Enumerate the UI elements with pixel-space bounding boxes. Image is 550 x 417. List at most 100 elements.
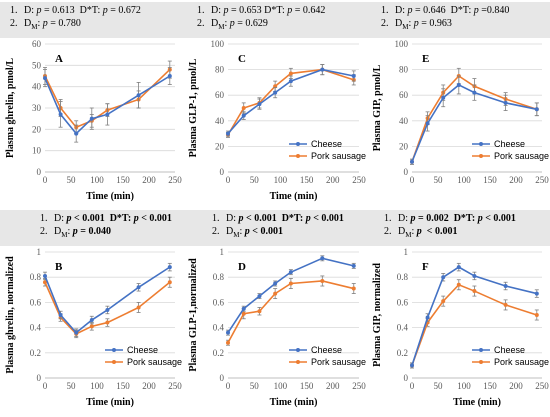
data-point-pork-sausage	[257, 309, 262, 314]
legend-label: Cheese	[311, 139, 342, 149]
x-tick-label: 100	[274, 381, 288, 391]
x-tick-label: 200	[509, 381, 523, 391]
y-tick-label: 80	[399, 65, 409, 75]
stat-line-number: 2.	[10, 18, 18, 29]
stat-p-symbol: p	[410, 213, 416, 224]
legend-marker	[112, 348, 116, 352]
y-tick-label: 100	[211, 39, 225, 49]
legend-label: Pork sausage	[494, 151, 549, 161]
stat-line-number: 2.	[40, 226, 48, 237]
data-point-cheese	[425, 315, 430, 320]
stat-p-symbol: p	[36, 5, 42, 16]
stat-colon: :	[408, 18, 414, 29]
data-point-pork-sausage	[351, 286, 356, 291]
x-tick-label: 100	[457, 381, 471, 391]
y-axis-label: Plasma GIP, normalized	[372, 263, 383, 367]
data-point-cheese	[472, 273, 477, 278]
stat-dm-value: = 0.629	[234, 18, 268, 29]
stat-p-symbol: p	[413, 18, 419, 29]
stat-dm-value: = 0.963	[418, 18, 452, 29]
stat-p-symbol: p	[102, 5, 108, 16]
y-axis-label: Plasma GLP-1, pmol/L	[188, 58, 199, 157]
stat-p-symbol: p	[223, 5, 229, 16]
legend-label: Cheese	[494, 345, 525, 355]
data-point-cheese	[351, 263, 356, 268]
data-point-cheese	[534, 291, 539, 296]
stat-p-symbol: p	[238, 213, 244, 224]
stat-dm-subscript: M	[405, 231, 412, 239]
stat-dm-label: D	[211, 18, 219, 29]
panel-label: E	[422, 53, 429, 65]
y-tick-label: 0.4	[397, 323, 409, 333]
stat-colon: :	[239, 226, 245, 237]
stat-dm-subscript: M	[31, 23, 38, 31]
stats-block-f: 1. D: p = 0.002 D*T: p < 0.001 2. DM: p < 0…	[384, 212, 516, 242]
chart-ghrelin-pmol: 0 10 20 30 40 50 60 0 50 100 150 200 250 Time (min) Pl…	[5, 39, 182, 202]
y-tick-label: 20	[399, 141, 409, 151]
chart-ghrelin-normalized: 0 0.2 0.4 0.6 0.8 1 0 50 100 150 200 250 Time (min) P…	[5, 247, 182, 408]
x-tick-label: 250	[535, 175, 549, 185]
stat-dm-subscript: M	[61, 231, 68, 239]
data-point-pork-sausage	[167, 280, 172, 285]
x-tick-label: 250	[168, 381, 182, 391]
stat-p-symbol: p	[244, 226, 250, 237]
x-tick-label: 150	[483, 175, 497, 185]
stat-colon: :	[67, 226, 73, 237]
data-point-pork-sausage	[534, 313, 539, 317]
stat-dm-subscript: M	[218, 23, 225, 31]
stat-dm-value: < 0.001	[421, 226, 458, 237]
stat-line-number: 1.	[40, 213, 48, 224]
data-point-cheese	[320, 67, 325, 72]
stat-d-value: = 0.646 D*T:	[412, 5, 474, 16]
y-tick-label: 0.8	[213, 272, 225, 282]
stat-dm-label: D	[24, 18, 32, 29]
chart-glp1-normalized: 0 0.2 0.4 0.6 0.8 1 0 50 100 150 200 250 Time (min) P…	[188, 247, 366, 408]
stat-d-label: D:	[211, 5, 224, 16]
panel-label: C	[238, 53, 246, 65]
data-point-cheese	[241, 306, 246, 311]
series-line-pork-sausage	[227, 280, 354, 344]
legend-label: Pork sausage	[311, 357, 366, 367]
series-cheese	[43, 262, 172, 337]
chart-gip-normalized: 0 0.2 0.4 0.6 0.8 1 0 50 100 150 200 250 Time (min) P…	[372, 247, 549, 408]
data-point-cheese	[136, 285, 141, 290]
chart-glp1-pmol: 0 20 40 60 80 100 0 50 100 150 200 250 Time (min) Pla…	[188, 39, 366, 202]
legend: Cheese Pork sausage	[289, 345, 366, 367]
x-tick-label: 0	[410, 175, 415, 185]
stat-line-number: 1.	[10, 5, 18, 16]
data-point-cheese	[351, 74, 356, 78]
data-point-pork-sausage	[43, 280, 47, 285]
data-point-cheese	[58, 112, 63, 117]
x-tick-label: 150	[300, 175, 314, 185]
stat-d-label: D:	[226, 213, 239, 224]
stat-d-value: = 0.653 D*T:	[228, 5, 288, 16]
stats-block-a: 1. D: p = 0.613 D*T: p = 0.672 2. DM: p = 0…	[10, 4, 141, 34]
x-tick-label: 250	[535, 381, 549, 391]
y-axis-label: Plasma ghrelin, pmol/L	[5, 58, 16, 158]
y-tick-label: 1	[37, 247, 42, 257]
x-axis-label: Time (min)	[453, 397, 501, 408]
y-tick-label: 20	[215, 141, 225, 151]
stat-d-label: D:	[395, 5, 408, 16]
y-tick-label: 0.2	[30, 348, 41, 358]
data-point-pork-sausage	[503, 302, 508, 307]
series-cheese	[410, 262, 539, 369]
y-axis-label: Plasma GIP, pmol/L	[372, 64, 383, 151]
stat-d-value: = 0.002 D*T:	[415, 213, 478, 224]
y-tick-label: 100	[395, 39, 409, 49]
stats-block-b: 1. D: p < 0.001 D*T: p < 0.001 2. DM: p = 0…	[40, 212, 172, 242]
x-tick-label: 200	[509, 175, 523, 185]
data-point-cheese	[105, 307, 110, 312]
stat-dm-label: D	[54, 226, 62, 237]
stat-dm-value: = 0.040	[77, 226, 111, 237]
stat-dm-label: D	[226, 226, 234, 237]
stat-dm-value: = 0.780	[47, 18, 81, 29]
stat-d-label: D:	[54, 213, 67, 224]
data-point-cheese	[503, 284, 508, 289]
stat-p-symbol: p	[133, 213, 139, 224]
series-pork-sausage	[226, 64, 356, 138]
legend-label: Cheese	[311, 345, 342, 355]
data-point-cheese	[167, 265, 172, 270]
x-axis-label: Time (min)	[86, 191, 134, 202]
stat-line-number: 2.	[212, 226, 220, 237]
